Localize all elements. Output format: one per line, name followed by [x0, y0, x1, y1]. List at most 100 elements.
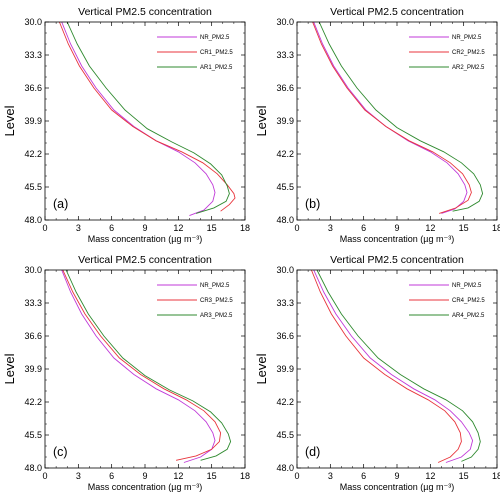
x-tick-label: 6 — [109, 471, 114, 481]
x-tick-label: 15 — [207, 223, 217, 233]
panel-b: Vertical PM2.5 concentration 0 3 6 9 12 15 18 30… — [254, 6, 500, 244]
x-tick-label: 9 — [142, 223, 147, 233]
x-tick-label: 18 — [240, 223, 250, 233]
series-line-2 — [310, 270, 462, 463]
y-tick-label: 39.9 — [276, 116, 294, 126]
y-tick-label: 33.3 — [24, 298, 42, 308]
y-tick-label: 42.2 — [276, 397, 294, 407]
y-tick-label: 48.0 — [276, 463, 294, 473]
series-line-2 — [58, 22, 236, 212]
y-tick-label: 30.0 — [24, 265, 42, 275]
y-tick-label: 33.3 — [276, 50, 294, 60]
chart-title: Vertical PM2.5 concentration — [78, 254, 212, 266]
x-axis-label: Mass concentration (µg m⁻³) — [340, 234, 454, 244]
series-line-1 — [61, 22, 216, 217]
x-tick-label: 0 — [294, 471, 299, 481]
x-tick-label: 12 — [425, 223, 435, 233]
x-tick-label: 18 — [492, 223, 500, 233]
x-tick-label: 12 — [173, 471, 183, 481]
legend-entry: CR2_PM2.5 — [452, 50, 485, 56]
panel-a: Vertical PM2.5 concentration 0 3 6 9 12 15 18 30… — [2, 6, 250, 244]
chart-title: Vertical PM2.5 concentration — [330, 6, 464, 18]
legend-entry: NR_PM2.5 — [200, 283, 230, 289]
y-tick-label: 48.0 — [24, 215, 42, 225]
y-tick-label: 30.0 — [276, 17, 294, 27]
panel-label: (d) — [305, 445, 320, 459]
legend-entry: AR2_PM2.5 — [452, 65, 485, 71]
y-tick-label: 30.0 — [276, 265, 294, 275]
x-tick-label: 12 — [425, 471, 435, 481]
panel-d: Vertical PM2.5 concentration 0 3 6 9 12 15 18 30… — [254, 254, 500, 492]
x-tick-label: 18 — [492, 471, 500, 481]
series-line-3 — [65, 270, 232, 461]
legend-entry: CR1_PM2.5 — [200, 50, 233, 56]
x-axis-label: Mass concentration (µg m⁻³) — [88, 482, 202, 492]
x-tick-label: 0 — [42, 223, 47, 233]
y-tick-label: 42.2 — [24, 149, 42, 159]
y-axis-label: Level — [254, 353, 269, 384]
chart-title: Vertical PM2.5 concentration — [78, 6, 212, 18]
y-tick-label: 45.5 — [276, 182, 294, 192]
y-tick-label: 48.0 — [24, 463, 42, 473]
x-tick-label: 3 — [328, 471, 333, 481]
series-lines — [312, 22, 484, 214]
x-tick-label: 15 — [459, 223, 469, 233]
legend-entry: NR_PM2.5 — [452, 35, 482, 41]
legend-entry: CR4_PM2.5 — [452, 298, 485, 304]
y-tick-label: 36.6 — [24, 83, 42, 93]
x-tick-label: 18 — [240, 471, 250, 481]
legend-entry: CR3_PM2.5 — [200, 298, 233, 304]
series-line-3 — [316, 270, 481, 462]
x-tick-label: 6 — [361, 471, 366, 481]
legend-entry: AR1_PM2.5 — [200, 65, 233, 71]
panel-label: (a) — [53, 197, 68, 211]
y-tick-label: 33.3 — [276, 298, 294, 308]
y-axis-label: Level — [254, 105, 269, 136]
x-tick-label: 3 — [76, 223, 81, 233]
series-line-1 — [313, 270, 474, 463]
series-line-3 — [66, 22, 230, 214]
x-axis-label: Mass concentration (µg m⁻³) — [88, 234, 202, 244]
x-tick-label: 0 — [294, 223, 299, 233]
y-axis-label: Level — [2, 105, 17, 136]
y-tick-label: 45.5 — [24, 430, 42, 440]
series-line-1 — [313, 22, 468, 214]
series-line-1 — [61, 270, 216, 463]
y-tick-label: 45.5 — [276, 430, 294, 440]
y-tick-label: 39.9 — [24, 364, 42, 374]
x-tick-label: 15 — [207, 471, 217, 481]
x-tick-label: 3 — [76, 471, 81, 481]
series-line-3 — [318, 22, 484, 212]
y-tick-label: 39.9 — [276, 364, 294, 374]
y-tick-label: 42.2 — [24, 397, 42, 407]
x-tick-label: 15 — [459, 471, 469, 481]
y-tick-label: 39.9 — [24, 116, 42, 126]
panel-label: (c) — [53, 445, 68, 459]
chart-title: Vertical PM2.5 concentration — [330, 254, 464, 266]
y-tick-label: 42.2 — [276, 149, 294, 159]
legend-entry: NR_PM2.5 — [452, 283, 482, 289]
y-tick-label: 36.6 — [24, 331, 42, 341]
x-tick-label: 9 — [142, 471, 147, 481]
x-axis-label: Mass concentration (µg m⁻³) — [340, 482, 454, 492]
y-tick-label: 33.3 — [24, 50, 42, 60]
x-tick-label: 6 — [361, 223, 366, 233]
x-tick-label: 9 — [394, 471, 399, 481]
series-lines — [310, 270, 481, 463]
y-tick-label: 36.6 — [276, 331, 294, 341]
y-axis-label: Level — [2, 353, 17, 384]
x-tick-label: 9 — [394, 223, 399, 233]
series-line-2 — [312, 22, 472, 214]
legend-entry: NR_PM2.5 — [200, 35, 230, 41]
x-tick-label: 12 — [173, 223, 183, 233]
y-tick-label: 36.6 — [276, 83, 294, 93]
series-lines — [58, 22, 236, 217]
series-line-2 — [62, 270, 222, 461]
legend-entry: AR4_PM2.5 — [452, 313, 485, 319]
legend-entry: AR3_PM2.5 — [200, 313, 233, 319]
panel-label: (b) — [305, 197, 320, 211]
x-tick-label: 0 — [42, 471, 47, 481]
series-lines — [61, 270, 232, 463]
y-tick-label: 45.5 — [24, 182, 42, 192]
